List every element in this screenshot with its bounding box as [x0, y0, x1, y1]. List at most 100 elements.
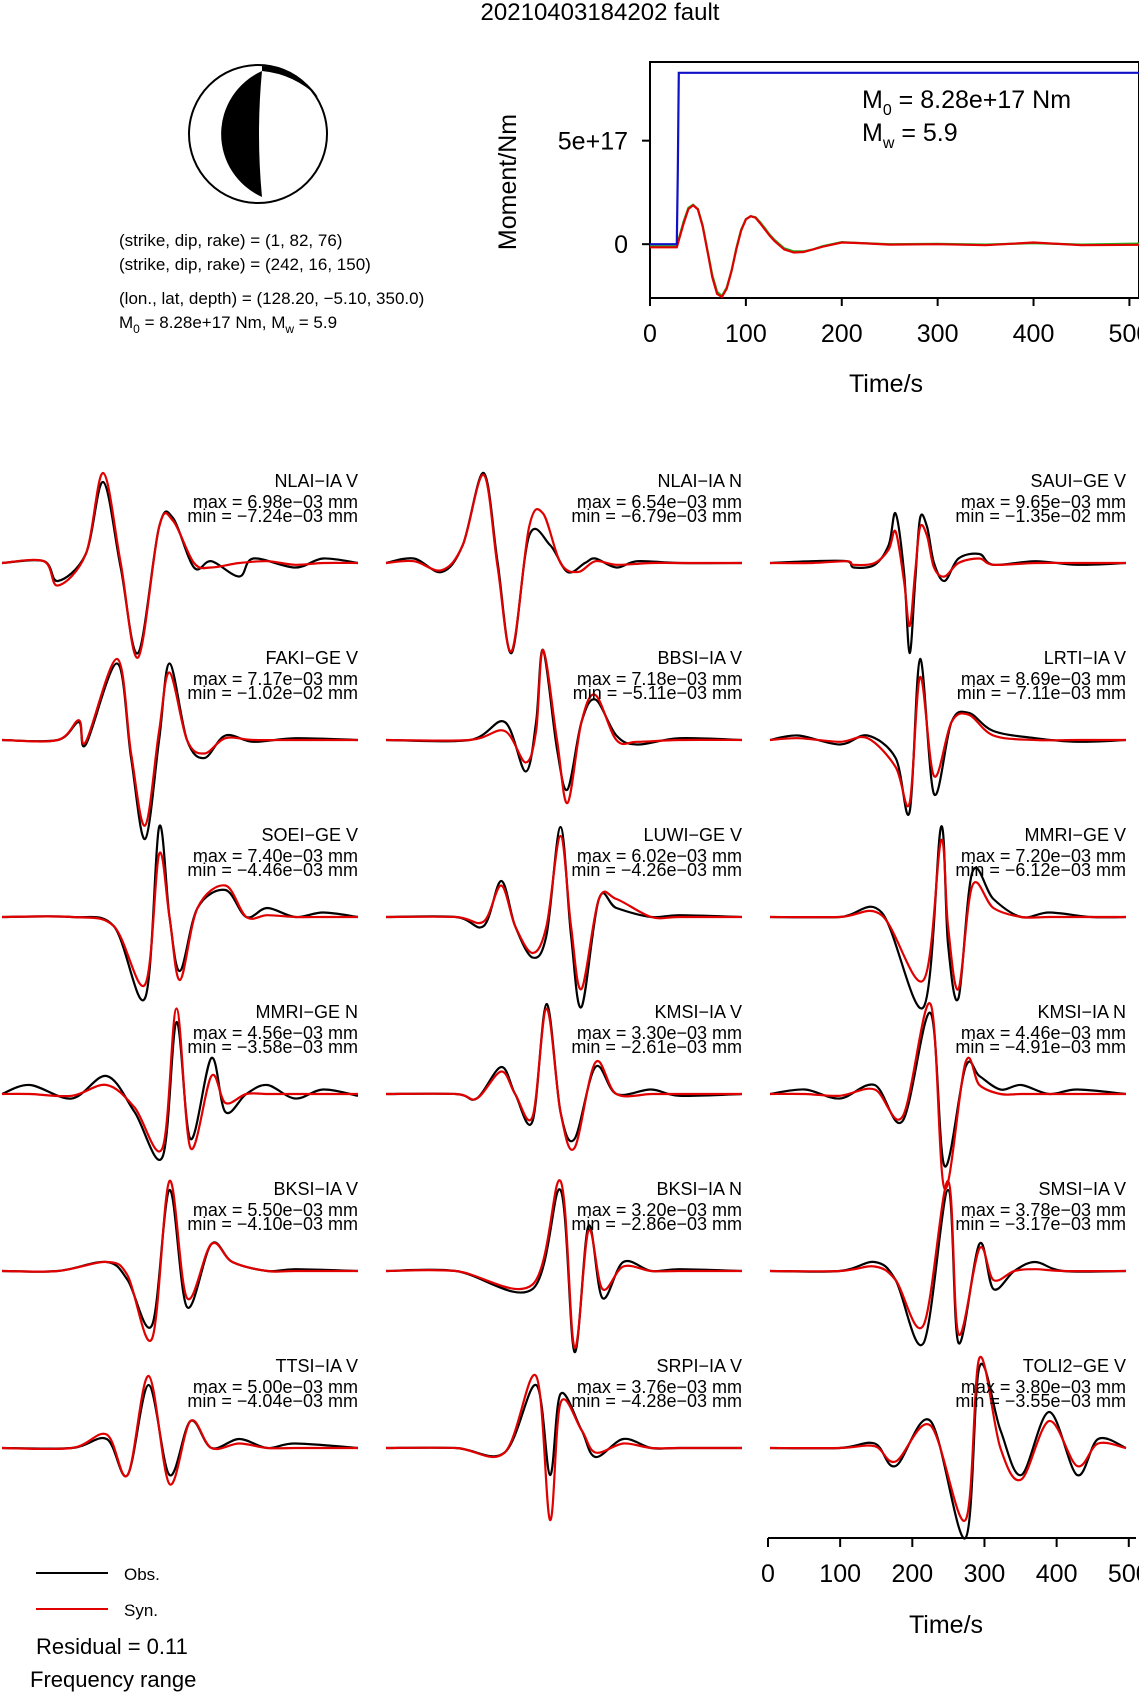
station-label: KMSI−IA N [1037, 1002, 1126, 1022]
min-amplitude-label: min = −4.91e−03 mm [955, 1037, 1126, 1057]
min-amplitude-label: min = −3.17e−03 mm [955, 1214, 1126, 1234]
min-amplitude-label: min = −4.28e−03 mm [571, 1391, 742, 1411]
station-label: MMRI−GE V [1024, 825, 1126, 845]
moment-rate-red-line [650, 203, 1139, 299]
synthetic-trace [385, 473, 742, 653]
station-label: TOLI2−GE V [1023, 1356, 1126, 1376]
station-label: SMSI−IA V [1038, 1179, 1126, 1199]
min-amplitude-label: min = −3.58e−03 mm [187, 1037, 358, 1057]
max-amplitude-label: max = 8.69e−03 mm [961, 669, 1126, 689]
station-label: MMRI−GE N [255, 1002, 358, 1022]
min-amplitude-label: min = −4.46e−03 mm [187, 860, 358, 880]
moment-mw-annotation: Mw = 5.9 [862, 119, 958, 152]
max-amplitude-label: max = 9.65e−03 mm [961, 492, 1126, 512]
max-amplitude-label: max = 7.18e−03 mm [577, 669, 742, 689]
waveform-xtick-label: 400 [1036, 1560, 1078, 1588]
moment-chart: 010020030040050005e+17 Moment/Nm Time/s … [494, 61, 1139, 398]
max-amplitude-label: max = 4.56e−03 mm [193, 1023, 358, 1043]
max-amplitude-label: max = 6.98e−03 mm [193, 492, 358, 512]
max-amplitude-label: max = 5.00e−03 mm [193, 1377, 358, 1397]
waveform-time-axis: Time/s 0 100 200 300 400 500 [761, 1537, 1139, 1639]
synthetic-trace [1, 471, 359, 659]
synthetic-trace [1, 1374, 358, 1486]
synthetic-trace [769, 1179, 1127, 1336]
synthetic-trace [769, 523, 1126, 628]
station-label: SOEI−GE V [261, 825, 358, 845]
min-amplitude-label: min = −5.11e−03 mm [573, 683, 742, 703]
moment-xtick-label: 400 [1013, 320, 1055, 348]
moment-xtick-label: 100 [725, 320, 767, 348]
legend-syn-label: Syn. [124, 1601, 158, 1620]
observed-trace [769, 657, 1127, 816]
synthetic-trace [1, 657, 358, 827]
waveform-xtick-label: 300 [964, 1560, 1006, 1588]
station-label: SAUI−GE V [1030, 471, 1126, 491]
min-amplitude-label: min = −4.04e−03 mm [187, 1391, 358, 1411]
max-amplitude-label: max = 6.02e−03 mm [577, 846, 742, 866]
nodal-plane-2: (strike, dip, rake) = (242, 16, 150) [119, 255, 371, 274]
min-amplitude-label: min = −2.86e−03 mm [571, 1214, 742, 1234]
max-amplitude-label: max = 7.17e−03 mm [193, 669, 358, 689]
synthetic-trace [769, 838, 1126, 991]
moment-ylabel: Moment/Nm [494, 114, 522, 250]
moment-rate-green-line [650, 203, 1139, 298]
station-label: TTSI−IA V [275, 1356, 358, 1376]
frequency-range-label: Frequency range [30, 1667, 196, 1692]
moment-m0-annotation: M0 = 8.28e+17 Nm [862, 86, 1071, 119]
moment-xtick-label: 200 [821, 320, 863, 348]
max-amplitude-label: max = 3.76e−03 mm [577, 1377, 742, 1397]
min-amplitude-label: min = −6.12e−03 mm [955, 860, 1126, 880]
station-label: NLAI−IA V [274, 471, 358, 491]
min-amplitude-label: min = −7.24e−03 mm [187, 506, 358, 526]
moment-magnitude-line: M0 = 8.28e+17 Nm, Mw = 5.9 [119, 313, 337, 336]
focal-mechanism-beachball [188, 64, 328, 204]
mechanism-info: (strike, dip, rake) = (1, 82, 76) (strik… [119, 231, 424, 336]
waveform-xlabel: Time/s [909, 1611, 983, 1639]
moment-plot-frame [649, 61, 1139, 299]
min-amplitude-label: min = −2.61e−03 mm [571, 1037, 742, 1057]
max-amplitude-label: max = 7.40e−03 mm [193, 846, 358, 866]
figure-title: 20210403184202 fault [481, 0, 720, 26]
synthetic-trace [1, 1007, 358, 1153]
waveform-xtick-label: 0 [761, 1560, 775, 1588]
min-amplitude-label: min = −4.26e−03 mm [571, 860, 742, 880]
max-amplitude-label: max = 7.20e−03 mm [961, 846, 1126, 866]
waveform-xtick-label: 100 [819, 1560, 861, 1588]
station-label: BBSI−IA V [657, 648, 742, 668]
moment-xtick-label: 0 [643, 320, 657, 348]
station-label: BKSI−IA N [656, 1179, 742, 1199]
station-label: LUWI−GE V [643, 825, 742, 845]
nodal-plane-1: (strike, dip, rake) = (1, 82, 76) [119, 231, 342, 250]
waveform-xtick-label: 200 [891, 1560, 933, 1588]
station-label: BKSI−IA V [273, 1179, 358, 1199]
min-amplitude-label: min = −1.35e−02 mm [955, 506, 1126, 526]
max-amplitude-label: max = 3.20e−03 mm [577, 1200, 742, 1220]
synthetic-trace [385, 1007, 742, 1151]
max-amplitude-label: max = 3.30e−03 mm [577, 1023, 742, 1043]
min-amplitude-label: min = −4.10e−03 mm [187, 1214, 358, 1234]
synthetic-trace [769, 1355, 1127, 1522]
station-label: LRTI−IA V [1044, 648, 1126, 668]
hypocenter: (lon., lat, depth) = (128.20, −5.10, 350… [119, 289, 424, 308]
synthetic-trace [385, 1179, 742, 1349]
station-label: KMSI−IA V [654, 1002, 742, 1022]
moment-xtick-label: 500 [1109, 320, 1139, 348]
waveform-xtick-label: 500 [1108, 1560, 1139, 1588]
synthetic-trace [1, 851, 358, 988]
